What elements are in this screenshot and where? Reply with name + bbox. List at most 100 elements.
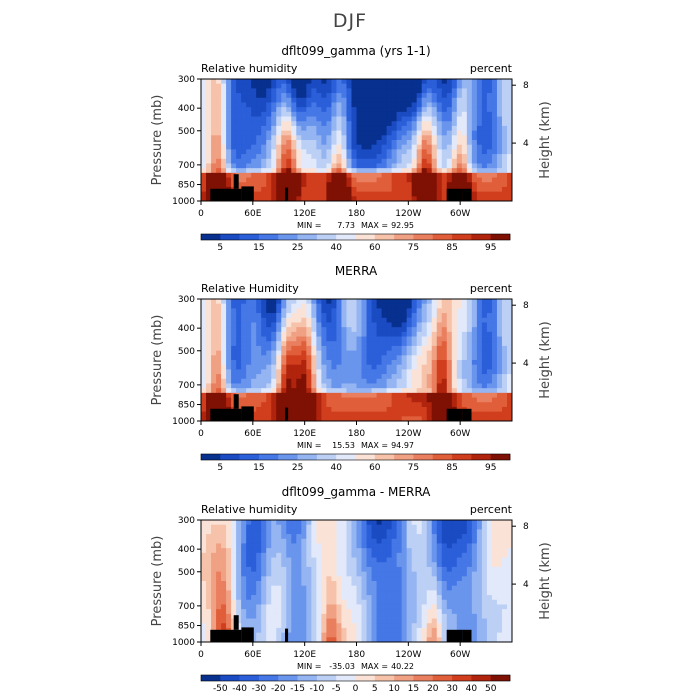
- contour-cell: [251, 604, 257, 610]
- contour-cell: [446, 562, 453, 568]
- contour-cell: [326, 140, 332, 146]
- contour-cell: [351, 299, 357, 305]
- contour-cell: [221, 524, 227, 530]
- contour-cell: [201, 599, 207, 605]
- contour-cell: [206, 557, 212, 563]
- contour-cell: [341, 581, 347, 587]
- contour-cell: [391, 331, 398, 337]
- contour-cell: [236, 102, 242, 108]
- contour-cell: [371, 111, 377, 117]
- contour-cell: [306, 374, 312, 380]
- contour-cell: [356, 374, 362, 380]
- contour-cell: [291, 88, 297, 94]
- contour-cell: [391, 144, 398, 150]
- contour-cell: [326, 130, 332, 136]
- contour-cell: [306, 79, 312, 85]
- contour-cell: [411, 524, 418, 530]
- contour-cell: [271, 135, 277, 141]
- contour-cell: [491, 111, 498, 117]
- contour-cell: [206, 196, 212, 202]
- contour-cell: [476, 331, 483, 337]
- contour-cell: [366, 149, 372, 155]
- contour-cell: [256, 345, 262, 352]
- contour-cell: [506, 121, 513, 127]
- contour-cell: [486, 557, 493, 563]
- contour-cell: [416, 154, 423, 160]
- contour-cell: [296, 322, 302, 328]
- contour-cell: [341, 308, 347, 314]
- contour-cell: [271, 397, 277, 403]
- contour-cell: [366, 411, 372, 417]
- contour-cell: [506, 317, 513, 323]
- contour-cell: [456, 623, 463, 629]
- contour-cell: [466, 552, 473, 558]
- contour-cell: [286, 364, 292, 370]
- contour-cell: [436, 566, 443, 573]
- contour-cell: [431, 182, 438, 188]
- contour-cell: [206, 364, 212, 370]
- contour-cell: [246, 116, 252, 122]
- contour-cell: [506, 576, 513, 582]
- contour-cell: [381, 121, 387, 127]
- contour-cell: [426, 355, 433, 361]
- contour-cell: [381, 177, 387, 183]
- longitude-tick-label: 120W: [395, 429, 421, 439]
- contour-cell: [346, 581, 352, 587]
- panel-title: dflt099_gamma - MERRA: [282, 485, 432, 499]
- contour-cell: [346, 303, 352, 309]
- contour-cell: [336, 632, 342, 638]
- contour-cell: [276, 186, 282, 193]
- contour-cell: [261, 88, 267, 94]
- contour-cell: [476, 177, 483, 183]
- contour-cell: [266, 538, 272, 544]
- contour-cell: [336, 529, 342, 535]
- contour-cell: [501, 79, 508, 85]
- contour-cell: [451, 581, 458, 587]
- contour-cell: [421, 93, 428, 99]
- contour-cell: [341, 336, 347, 342]
- contour-cell: [471, 135, 478, 141]
- contour-cell: [486, 548, 493, 554]
- contour-cell: [491, 355, 498, 361]
- contour-cell: [471, 566, 478, 573]
- contour-cell: [316, 604, 322, 610]
- contour-cell: [221, 392, 227, 398]
- contour-cell: [406, 627, 413, 634]
- contour-cell: [401, 182, 408, 188]
- contour-cell: [496, 182, 503, 188]
- contour-cell: [201, 524, 207, 530]
- contour-cell: [466, 369, 473, 375]
- contour-cell: [491, 182, 498, 188]
- contour-cell: [291, 538, 297, 544]
- contour-cell: [271, 364, 277, 370]
- contour-cell: [371, 402, 377, 408]
- contour-cell: [431, 327, 438, 333]
- contour-cell: [256, 581, 262, 587]
- contour-cell: [501, 140, 508, 146]
- contour-cell: [311, 402, 317, 408]
- contour-cell: [501, 163, 508, 169]
- contour-cell: [476, 299, 483, 305]
- contour-cell: [436, 360, 443, 366]
- contour-cell: [501, 529, 508, 535]
- contour-cell: [446, 327, 453, 333]
- contour-cell: [506, 79, 513, 85]
- contour-cell: [391, 130, 398, 136]
- contour-cell: [281, 552, 287, 558]
- contour-cell: [271, 383, 277, 389]
- contour-cell: [216, 172, 222, 178]
- contour-cell: [296, 317, 302, 323]
- contour-cell: [351, 102, 357, 108]
- contour-cell: [246, 520, 252, 526]
- contour-cell: [471, 590, 478, 596]
- contour-cell: [326, 529, 332, 535]
- contour-cell: [226, 599, 232, 605]
- contour-cell: [351, 524, 357, 530]
- contour-cell: [301, 88, 307, 94]
- contour-cell: [501, 299, 508, 305]
- contour-cell: [376, 632, 382, 638]
- contour-cell: [491, 107, 498, 113]
- contour-cell: [366, 576, 372, 582]
- contour-cell: [381, 135, 387, 141]
- contour-cell: [356, 111, 362, 117]
